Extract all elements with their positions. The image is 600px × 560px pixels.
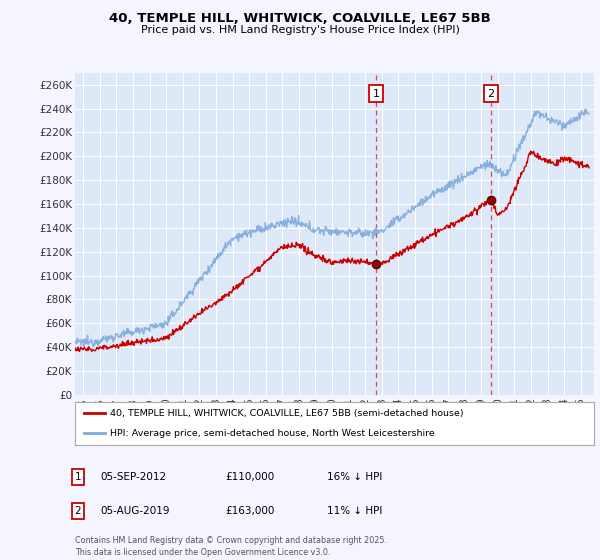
Text: £110,000: £110,000 bbox=[225, 472, 274, 482]
Text: HPI: Average price, semi-detached house, North West Leicestershire: HPI: Average price, semi-detached house,… bbox=[110, 429, 435, 438]
Text: 1: 1 bbox=[373, 88, 380, 99]
Text: 2: 2 bbox=[487, 88, 494, 99]
Text: 40, TEMPLE HILL, WHITWICK, COALVILLE, LE67 5BB (semi-detached house): 40, TEMPLE HILL, WHITWICK, COALVILLE, LE… bbox=[110, 409, 464, 418]
Text: 16% ↓ HPI: 16% ↓ HPI bbox=[327, 472, 382, 482]
Text: 40, TEMPLE HILL, WHITWICK, COALVILLE, LE67 5BB: 40, TEMPLE HILL, WHITWICK, COALVILLE, LE… bbox=[109, 12, 491, 25]
Text: 1: 1 bbox=[74, 472, 82, 482]
Text: 2: 2 bbox=[74, 506, 82, 516]
Text: 05-AUG-2019: 05-AUG-2019 bbox=[101, 506, 170, 516]
Text: 11% ↓ HPI: 11% ↓ HPI bbox=[327, 506, 382, 516]
Text: £163,000: £163,000 bbox=[225, 506, 274, 516]
Text: Contains HM Land Registry data © Crown copyright and database right 2025.
This d: Contains HM Land Registry data © Crown c… bbox=[75, 536, 387, 557]
Text: Price paid vs. HM Land Registry's House Price Index (HPI): Price paid vs. HM Land Registry's House … bbox=[140, 25, 460, 35]
Text: 05-SEP-2012: 05-SEP-2012 bbox=[101, 472, 167, 482]
